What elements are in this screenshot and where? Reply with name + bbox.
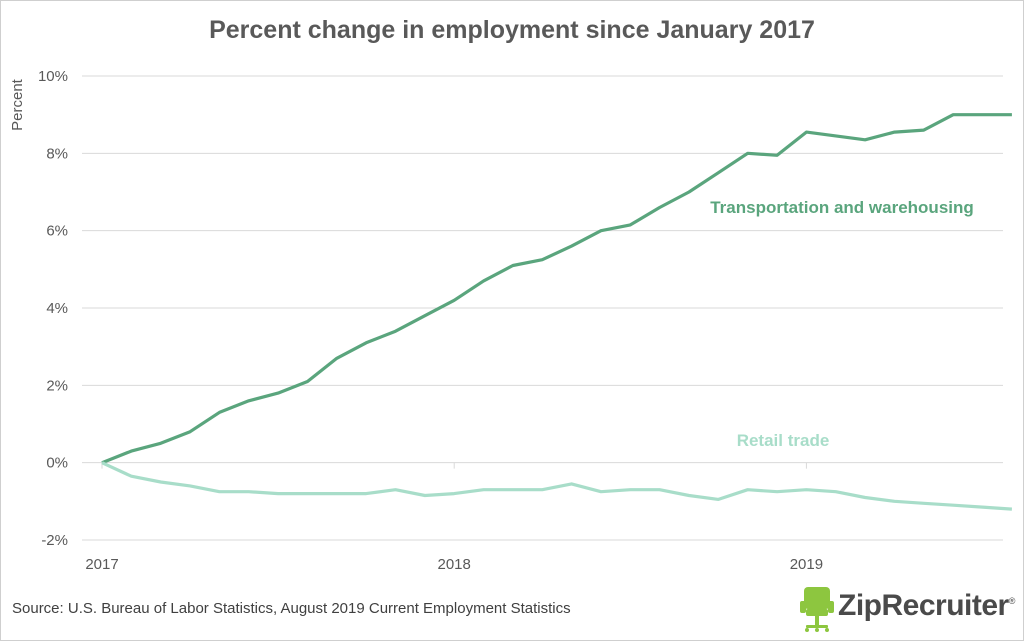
- x-tick-label: 2019: [790, 556, 823, 573]
- registered-mark: ®: [1008, 596, 1016, 606]
- y-axis-label: Percent: [9, 78, 26, 131]
- x-tick-label: 2018: [438, 556, 471, 573]
- x-axis-ticks: 2017 2018 2019: [85, 462, 823, 573]
- y-tick-label: 2%: [46, 377, 68, 394]
- series-label-retail: Retail trade: [737, 431, 830, 450]
- y-axis-ticks: -2% 0% 2% 4% 6% 8% 10%: [38, 68, 68, 549]
- y-tick-label: 4%: [46, 300, 68, 317]
- series-line-transportation: [101, 113, 1012, 465]
- chair-icon: [800, 587, 834, 632]
- series-line-retail: [101, 461, 1013, 511]
- source-note: Source: U.S. Bureau of Labor Statistics,…: [12, 600, 571, 617]
- y-tick-label: 6%: [46, 223, 68, 240]
- chart-title: Percent change in employment since Janua…: [209, 16, 815, 44]
- ziprecruiter-logo: ZipRecruiter®: [800, 585, 1016, 635]
- gridlines: [82, 75, 1003, 541]
- x-tick-label: 2017: [85, 556, 118, 573]
- series-lines: [101, 113, 1013, 511]
- logo-wordmark: ZipRecruiter: [838, 589, 1009, 622]
- y-tick-label: 8%: [46, 145, 68, 162]
- y-tick-label: 10%: [38, 68, 68, 85]
- y-tick-label: -2%: [41, 532, 68, 549]
- y-tick-label: 0%: [46, 455, 68, 472]
- series-label-transportation: Transportation and warehousing: [710, 198, 974, 217]
